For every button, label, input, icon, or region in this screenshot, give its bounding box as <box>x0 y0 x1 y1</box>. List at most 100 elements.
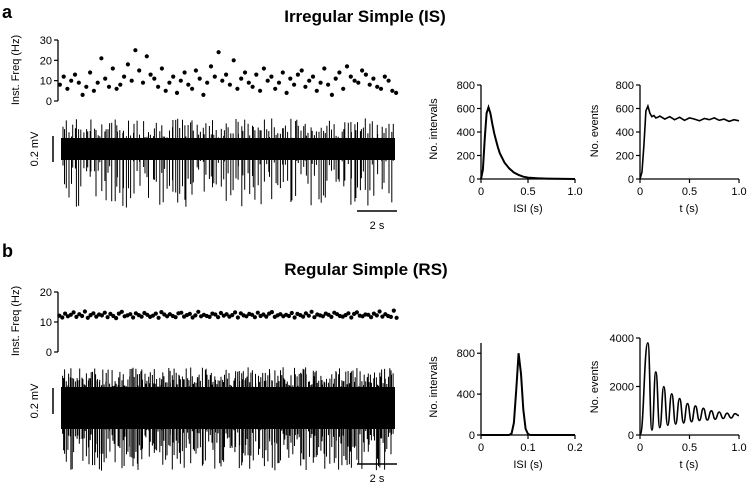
rs-freq-point <box>68 312 73 317</box>
is-acg-ytick-label: 800 <box>616 80 634 92</box>
is-isi-ytick-label: 800 <box>457 80 475 92</box>
rs-freq-point <box>80 313 85 319</box>
is-freq-point <box>326 82 331 87</box>
rs-freq-point <box>85 315 90 320</box>
rs-freq-ytick-label: 20 <box>40 287 52 299</box>
is-freq-point <box>91 88 96 93</box>
is-trace-spikes <box>62 118 394 208</box>
rs-freq-point <box>150 313 155 318</box>
is-isi-plot: 0 200 400 600 800 0 0.5 1.0 No. intervals ISI (… <box>428 80 583 215</box>
is-inst-freq-plot: 0 10 20 30 Inst. Freq (Hz) <box>10 35 399 108</box>
is-isi-xtick-label: 0.5 <box>520 186 535 198</box>
rs-freq-ytick-label: 0 <box>46 347 52 359</box>
is-trace: 0.2 mV 2 s <box>29 118 397 232</box>
is-freq-point <box>375 84 380 89</box>
is-freq-point <box>99 56 104 61</box>
is-freq-ytick-label: 0 <box>46 96 52 108</box>
is-freq-point <box>307 78 312 83</box>
is-freq-point <box>148 72 153 77</box>
rs-freq-point <box>391 308 396 313</box>
is-freq-point <box>125 62 130 67</box>
rs-freq-point <box>320 314 325 319</box>
is-freq-point <box>295 72 300 77</box>
is-freq-point <box>227 82 232 87</box>
is-freq-point <box>193 68 198 73</box>
is-freq-point <box>201 92 206 97</box>
is-freq-point <box>129 78 134 83</box>
is-freq-point <box>250 84 255 89</box>
rs-trace-spikes <box>62 367 394 471</box>
is-freq-point <box>61 74 66 79</box>
is-freq-point <box>367 82 372 87</box>
is-time-scale-label: 2 s <box>370 220 385 232</box>
is-freq-point <box>80 92 85 97</box>
is-freq-point <box>167 80 172 85</box>
is-isi-ylabel: No. intervals <box>428 98 440 160</box>
is-freq-point <box>103 76 108 81</box>
rs-freq-point <box>114 316 119 321</box>
panel-label-b: b <box>2 241 13 261</box>
rs-freq-point <box>213 312 218 317</box>
rs-freq-ylabel: Inst. Freq (Hz) <box>10 286 22 356</box>
is-acg-xtick-label: 1.0 <box>731 186 746 198</box>
rs-freq-point <box>99 313 104 318</box>
is-freq-point <box>220 78 225 83</box>
is-freq-point <box>235 86 240 91</box>
is-acg-xtick-label: 0.5 <box>682 186 697 198</box>
rs-freq-point <box>179 310 184 315</box>
is-freq-point <box>76 80 81 85</box>
rs-freq-point <box>278 312 283 317</box>
is-freq-point <box>276 80 282 85</box>
rs-freq-point <box>346 311 351 316</box>
rs-freq-point <box>128 312 133 317</box>
rs-freq-point <box>286 313 291 319</box>
is-freq-point <box>171 74 176 79</box>
rs-acg-ytick-label: 0 <box>628 430 634 442</box>
rs-freq-point <box>207 314 212 319</box>
rs-acg-xtick-label: 1.0 <box>731 442 746 454</box>
rs-freq-ytick-label: 10 <box>40 317 52 329</box>
is-isi-curve <box>480 104 576 180</box>
is-freq-point <box>265 78 270 83</box>
rs-voltage-scale-label: 0.2 mV <box>29 383 41 419</box>
is-freq-point <box>110 66 115 71</box>
rs-isi-ytick-label: 0 <box>469 430 475 442</box>
rs-isi-plot: 0 400 800 0 0.1 0.2 No. intervals ISI (s) <box>428 343 583 471</box>
is-freq-point <box>69 78 74 83</box>
rs-freq-point <box>255 310 260 315</box>
rs-freq-point <box>369 315 374 320</box>
is-freq-ytick-label: 10 <box>40 76 52 88</box>
is-isi-xtick-label: 0 <box>478 186 484 198</box>
is-acg-xtick-label: 0 <box>637 186 643 198</box>
is-acg-ylabel: No. events <box>589 104 601 157</box>
rs-time-scale-label: 2 s <box>370 473 385 485</box>
is-freq-point <box>242 70 248 75</box>
rs-freq-point <box>71 310 76 315</box>
rs-freq-point <box>196 309 201 314</box>
rs-acg-plot: 0 2000 4000 0 0.5 1.0 No. events t (s) <box>589 333 747 471</box>
is-freq-point <box>360 68 365 73</box>
is-freq-point <box>72 72 78 77</box>
is-freq-point <box>163 88 168 93</box>
is-freq-point <box>140 80 146 85</box>
rs-freq-point <box>173 315 178 320</box>
rs-freq-point <box>374 313 379 318</box>
is-freq-point <box>348 74 353 79</box>
panel-title-b: Regular Simple (RS) <box>284 260 447 279</box>
rs-freq-point <box>301 314 306 319</box>
is-freq-point <box>114 86 119 91</box>
is-freq-point <box>212 74 217 79</box>
is-freq-point <box>133 48 138 53</box>
rs-freq-point <box>74 314 79 319</box>
is-freq-point <box>182 70 187 75</box>
is-acg-plot: 0 200 400 600 800 0 0.5 1.0 No. events t (s) <box>589 80 747 215</box>
rs-freq-point <box>216 315 221 320</box>
is-freq-point <box>363 72 368 77</box>
rs-freq-point <box>60 315 65 320</box>
is-freq-point <box>261 66 266 71</box>
is-isi-ytick-label: 400 <box>457 127 475 139</box>
rs-freq-point <box>193 313 198 318</box>
rs-freq-point <box>233 310 238 315</box>
is-freq-point <box>303 84 308 89</box>
